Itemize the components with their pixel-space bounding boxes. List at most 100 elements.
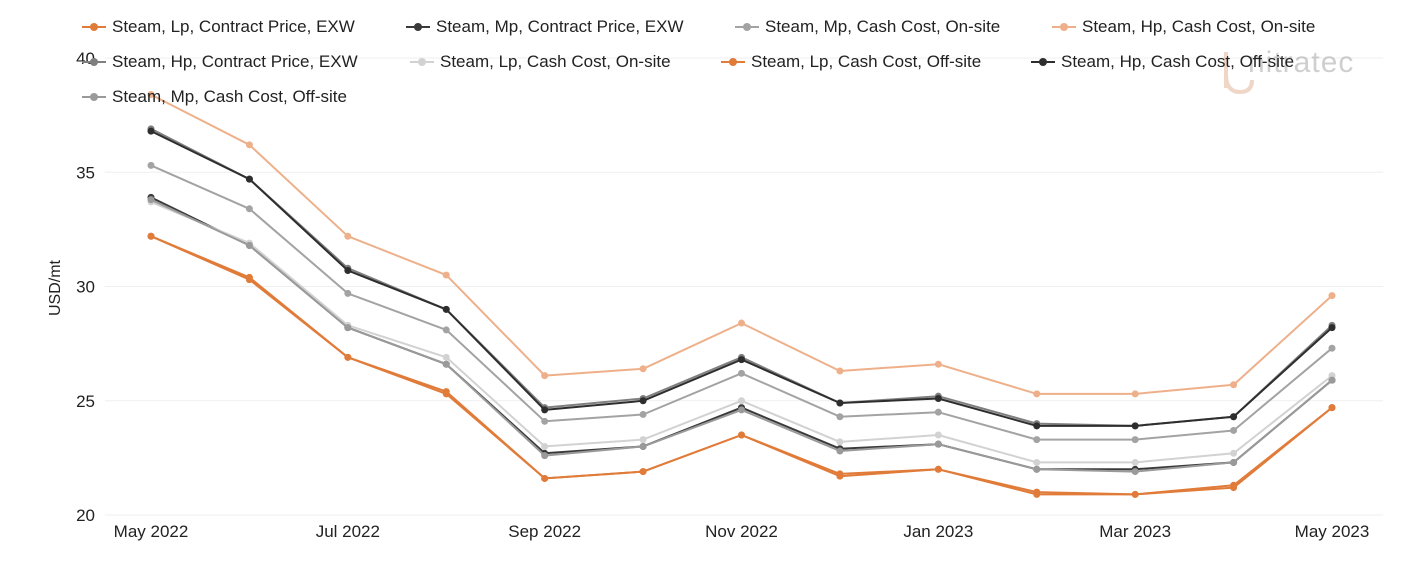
data-point: [639, 397, 647, 405]
legend-item[interactable]: Steam, Lp, Contract Price, EXW: [82, 17, 355, 37]
x-tick-label: Jul 2022: [316, 522, 380, 541]
data-point: [147, 196, 155, 204]
series-9: [147, 196, 1336, 476]
y-tick-label: 30: [76, 278, 95, 297]
data-point: [934, 408, 942, 416]
legend-label: Steam, Lp, Contract Price, EXW: [112, 17, 355, 36]
x-tick-label: Sep 2022: [508, 522, 581, 541]
x-tick-label: Nov 2022: [705, 522, 778, 541]
y-tick-label: 35: [76, 163, 95, 182]
legend-item[interactable]: Steam, Mp, Cash Cost, Off-site: [82, 87, 347, 107]
legend-label: Steam, Mp, Cash Cost, On-site: [765, 17, 1001, 36]
data-point: [934, 431, 942, 439]
data-point: [344, 353, 352, 361]
data-point: [934, 465, 942, 473]
legend-marker: [721, 56, 745, 68]
legend-item[interactable]: Steam, Mp, Contract Price, EXW: [406, 17, 684, 37]
data-point: [245, 175, 253, 183]
legend-marker: [1052, 21, 1076, 33]
data-point: [836, 399, 844, 407]
y-tick-label: 20: [76, 506, 95, 525]
series-line: [150, 235, 1333, 496]
data-point: [639, 365, 647, 373]
data-point: [1131, 390, 1139, 398]
data-point: [1230, 381, 1238, 389]
chart-legend: Steam, Lp, Contract Price, EXW Steam, Mp,…: [0, 0, 1401, 120]
data-point: [1328, 324, 1336, 332]
data-point: [934, 394, 942, 402]
legend-item[interactable]: Steam, Lp, Cash Cost, Off-site: [721, 52, 981, 72]
legend-item[interactable]: Steam, Hp, Cash Cost, On-site: [1052, 17, 1315, 37]
legend-marker: [735, 21, 759, 33]
data-point: [738, 397, 745, 405]
data-point: [738, 319, 745, 327]
logo-icon: [1224, 52, 1254, 95]
legend-item[interactable]: Steam, Mp, Cash Cost, On-site: [735, 17, 1000, 37]
data-point: [934, 440, 942, 448]
legend-label: Steam, Hp, Cash Cost, On-site: [1082, 17, 1316, 36]
legend-item[interactable]: Steam, Lp, Cash Cost, On-site: [410, 52, 671, 72]
series-2: [147, 193, 1336, 473]
data-point: [245, 141, 253, 149]
data-point: [1033, 422, 1041, 430]
x-tick-label: Mar 2023: [1099, 522, 1171, 541]
watermark-logo: nitratec: [1222, 44, 1372, 95]
data-point: [1230, 413, 1238, 421]
data-point: [541, 417, 549, 425]
data-point: [1131, 468, 1139, 476]
data-point: [934, 360, 942, 368]
data-point: [147, 161, 155, 169]
data-point: [541, 442, 549, 450]
data-point: [442, 353, 450, 361]
series-7: [147, 232, 1336, 498]
series-3: [147, 161, 1336, 444]
data-point: [147, 127, 155, 135]
x-tick-label: May 2022: [114, 522, 189, 541]
legend-item[interactable]: Steam, Hp, Cash Cost, Off-site: [1031, 52, 1294, 72]
data-point: [639, 410, 647, 418]
legend-item[interactable]: Steam, Hp, Contract Price, EXW: [82, 52, 358, 72]
data-point: [442, 360, 450, 368]
data-point: [836, 472, 844, 480]
data-point: [1328, 292, 1336, 300]
series-line: [150, 93, 1333, 395]
data-point: [344, 324, 352, 332]
data-point: [344, 267, 352, 275]
data-point: [1131, 422, 1139, 430]
data-point: [1328, 376, 1336, 384]
data-point: [541, 452, 549, 460]
series-line: [150, 198, 1333, 473]
data-point: [1033, 465, 1041, 473]
legend-marker: [82, 91, 106, 103]
data-point: [639, 442, 647, 450]
data-point: [836, 413, 844, 421]
legend-label: Steam, Lp, Cash Cost, Off-site: [751, 52, 982, 71]
legend-label: Steam, Mp, Contract Price, EXW: [436, 17, 684, 36]
series-4: [147, 91, 1336, 398]
data-point: [1131, 436, 1139, 444]
data-point: [836, 367, 844, 375]
legend-marker: [82, 56, 106, 68]
data-point: [1131, 458, 1139, 466]
data-point: [738, 369, 745, 377]
data-point: [1033, 436, 1041, 444]
grid-lines: [105, 57, 1383, 516]
data-point: [344, 289, 352, 297]
data-point: [1230, 458, 1238, 466]
data-point: [147, 232, 155, 240]
data-point: [1230, 426, 1238, 434]
data-point: [1230, 484, 1238, 492]
x-tick-label: May 2023: [1295, 522, 1370, 541]
data-point: [442, 305, 450, 313]
data-point: [1033, 390, 1041, 398]
legend-label: Steam, Hp, Cash Cost, Off-site: [1061, 52, 1295, 71]
series-5: [147, 125, 1336, 430]
data-point: [541, 474, 549, 482]
data-point: [1131, 490, 1139, 498]
legend-marker: [406, 21, 430, 33]
data-point: [442, 271, 450, 279]
series-6: [147, 198, 1336, 466]
data-point: [1033, 458, 1041, 466]
data-point: [836, 438, 844, 446]
